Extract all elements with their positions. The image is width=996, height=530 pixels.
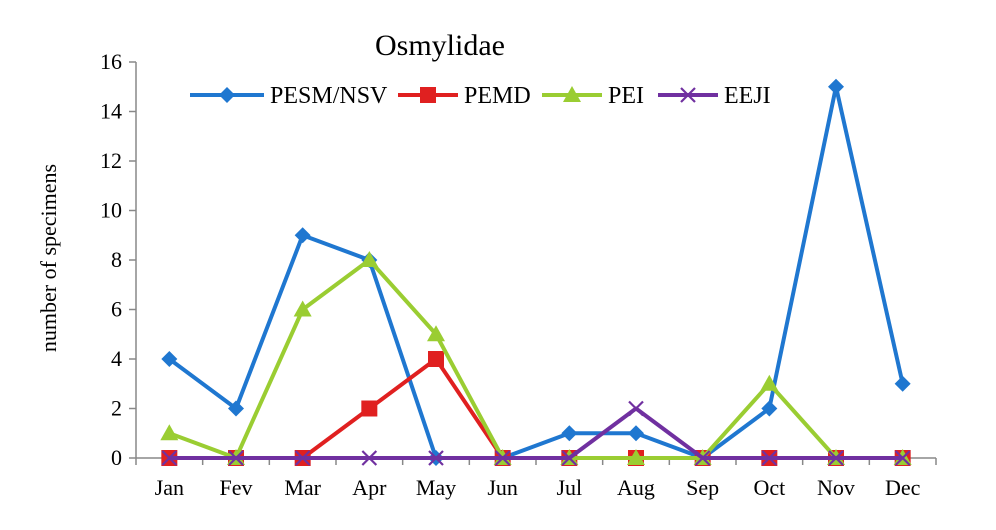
series-pei [160, 251, 912, 465]
series-pesm-nsv [161, 78, 911, 466]
y-tick-label: 4 [111, 346, 122, 371]
legend-item-eeji: EEJI [658, 83, 771, 109]
data-point-pei [293, 300, 312, 317]
y-tick-label: 16 [100, 49, 122, 74]
data-point-pei [760, 374, 779, 391]
data-point-pesm-nsv [161, 351, 178, 367]
data-point-pei [360, 251, 379, 267]
legend-marker [420, 87, 436, 103]
legend-marker [680, 87, 696, 103]
data-point-eeji [494, 450, 511, 466]
data-point-eeji [694, 450, 711, 466]
y-tick-label: 2 [111, 396, 122, 421]
series-line-eeji [169, 406, 903, 460]
chart-title: Osmylidae [375, 29, 505, 62]
data-point-eeji [161, 450, 178, 466]
y-axis-label: number of specimens [36, 164, 61, 352]
y-tick-label: 14 [100, 99, 122, 124]
x-tick-label: Aug [617, 475, 655, 500]
data-point-pei [160, 424, 179, 441]
y-tick-label: 10 [100, 198, 122, 223]
x-tick-label: Jan [155, 475, 184, 500]
legend-label: PEMD [464, 83, 531, 109]
data-point-eeji [228, 450, 244, 466]
data-point-pemd [361, 400, 378, 417]
data-point-pemd [428, 351, 444, 367]
legend-item-pesm-nsv: PESM/NSV [190, 83, 388, 109]
series-line-pesm-nsv [168, 84, 905, 460]
x-tick-label: Jul [556, 475, 582, 500]
data-point-pesm-nsv [628, 425, 644, 442]
series-pemd [161, 351, 911, 466]
data-point-pesm-nsv [894, 375, 911, 392]
data-point-eeji [561, 450, 578, 466]
x-tick-label: May [416, 475, 456, 500]
data-point-eeji [894, 450, 911, 466]
y-tick-label: 6 [111, 297, 122, 322]
y-tick-label: 0 [111, 445, 122, 470]
legend-label: PESM/NSV [270, 83, 388, 109]
data-point-pesm-nsv [828, 78, 844, 95]
data-point-eeji [428, 450, 444, 466]
data-point-eeji [294, 450, 311, 466]
data-point-pesm-nsv [561, 425, 578, 442]
series-layer [160, 78, 912, 466]
legend: PESM/NSV PEMD PEI EEJI [190, 83, 771, 109]
legend-marker [563, 86, 581, 102]
data-point-eeji [628, 400, 644, 417]
x-tick-label: Dec [885, 475, 921, 500]
x-tick-label: Oct [753, 475, 785, 500]
legend-marker [219, 87, 235, 103]
x-tick-label: Nov [817, 475, 855, 500]
x-tick-label: Mar [284, 475, 321, 500]
axes: 0 2 4 6 8 10 12 14 16 Jan Fev Mar Apr May Jun Jul Aug Sep… [100, 49, 937, 500]
legend-label: PEI [608, 83, 644, 109]
x-tick-label: Fev [220, 475, 253, 500]
legend-item-pei: PEI [542, 83, 644, 109]
x-tick-label: Apr [352, 475, 387, 500]
x-tick-label: Jun [487, 475, 518, 500]
legend-item-pemd: PEMD [398, 83, 531, 109]
series-eeji [161, 400, 911, 466]
x-tick-label: Sep [686, 475, 719, 500]
data-point-pei [627, 449, 645, 465]
y-tick-label: 12 [100, 148, 122, 173]
data-point-pei [427, 325, 445, 342]
data-point-eeji [828, 450, 844, 466]
y-tick-label: 8 [111, 247, 122, 272]
data-point-pesm-nsv [294, 227, 311, 244]
data-point-pesm-nsv [228, 400, 244, 417]
data-point-eeji [761, 450, 778, 466]
legend-label: EEJI [724, 83, 771, 109]
data-point-pesm-nsv [761, 400, 778, 417]
data-point-eeji [361, 450, 378, 466]
